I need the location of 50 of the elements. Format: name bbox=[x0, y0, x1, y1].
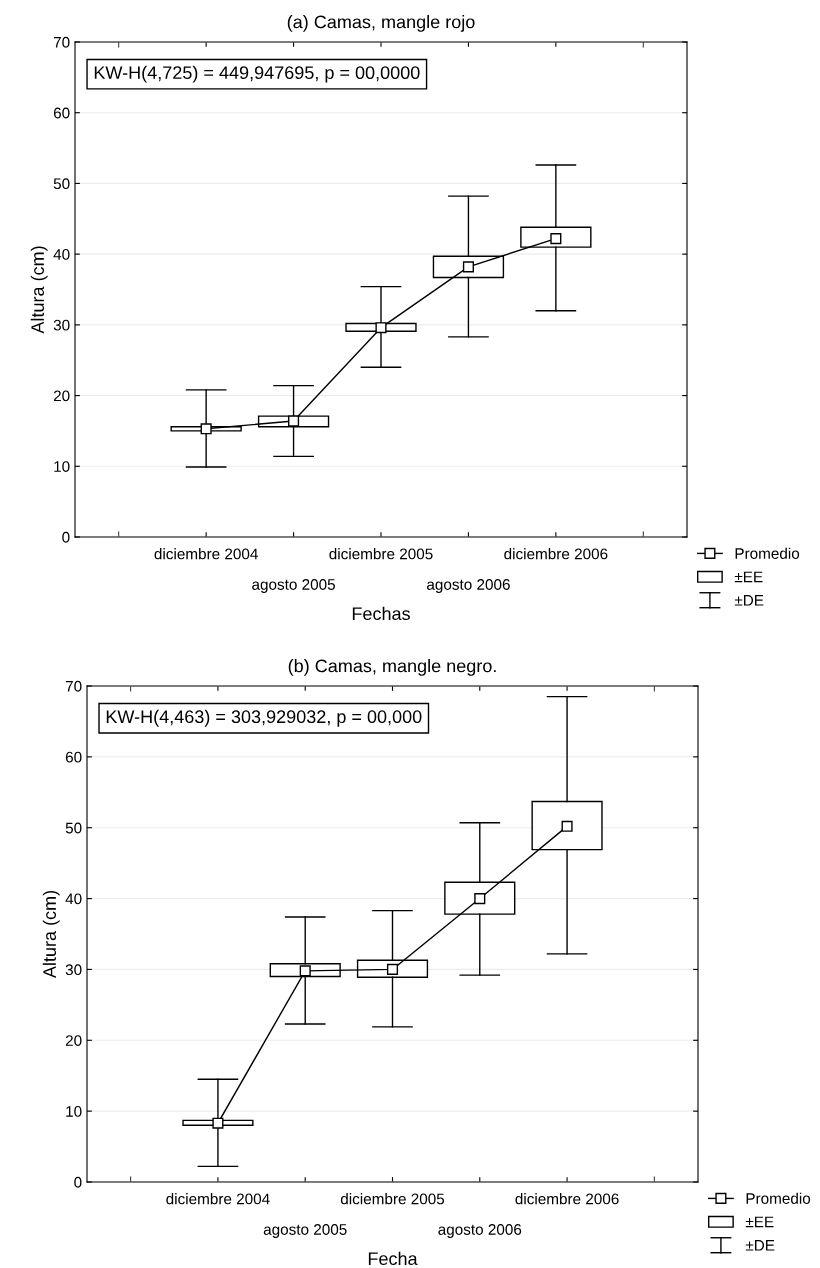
x-tick-label: diciembre 2006 bbox=[515, 1193, 619, 1205]
legend-label: Promedio bbox=[735, 547, 800, 559]
y-tick-label: 20 bbox=[65, 1035, 82, 1046]
x-tick-label: agosto 2006 bbox=[427, 579, 510, 593]
annotation: KW-H(4,463) = 303,929032, p = 00,000 bbox=[106, 709, 422, 727]
y-tick-label: 50 bbox=[53, 178, 70, 190]
point bbox=[200, 423, 212, 435]
y-tick-label: 70 bbox=[65, 680, 82, 692]
y-tick-label: 30 bbox=[65, 964, 82, 976]
x-tick-label: agosto 2005 bbox=[263, 1224, 347, 1238]
x-axis-title: Fecha bbox=[368, 1251, 418, 1266]
y-tick-label: 60 bbox=[53, 107, 70, 119]
y-tick-label: 0 bbox=[74, 1176, 82, 1188]
x-tick-label: diciembre 2005 bbox=[329, 548, 433, 560]
legend-label: ±EE bbox=[734, 571, 763, 583]
point bbox=[375, 322, 387, 334]
y-tick-label: 20 bbox=[53, 390, 70, 402]
text: ±DE bbox=[745, 1240, 775, 1251]
text: ±DE bbox=[734, 595, 764, 606]
y-axis-title: Altura (cm) bbox=[30, 246, 48, 334]
x-axis-title: Fechas bbox=[352, 606, 410, 621]
x-tick-label: diciembre 2004 bbox=[166, 1193, 270, 1205]
point bbox=[288, 415, 300, 427]
y-tick-label: 10 bbox=[54, 461, 70, 472]
x-tick-label: diciembre 2005 bbox=[340, 1193, 445, 1205]
y-tick-label: 50 bbox=[65, 822, 82, 834]
y-tick-label: 10 bbox=[66, 1106, 82, 1117]
y-axis-title: Altura (cm) bbox=[42, 890, 60, 979]
legend-label: Promedio bbox=[746, 1192, 811, 1204]
point bbox=[474, 893, 486, 905]
x-tick-label: agosto 2005 bbox=[252, 579, 335, 593]
y-tick-label: 60 bbox=[65, 751, 82, 763]
point bbox=[561, 820, 573, 832]
point bbox=[212, 1117, 224, 1129]
point bbox=[550, 233, 562, 245]
x-tick-label: agosto 2006 bbox=[438, 1224, 522, 1238]
y-tick-label: 40 bbox=[65, 893, 82, 905]
y-tick-label: 0 bbox=[62, 531, 70, 543]
point bbox=[386, 963, 399, 975]
x-tick-label: diciembre 2004 bbox=[154, 548, 258, 560]
y-tick-label: 30 bbox=[53, 319, 70, 331]
annotation: KW-H(4,725) = 449,947695, p = 00,0000 bbox=[94, 65, 420, 83]
y-tick-label: 70 bbox=[53, 36, 70, 48]
x-tick-label: diciembre 2006 bbox=[504, 548, 608, 560]
y-tick-label: 40 bbox=[53, 249, 70, 260]
chart-title: (b) Camas, mangle negro. bbox=[288, 659, 496, 676]
point bbox=[299, 965, 311, 977]
legend-label: ±EE bbox=[745, 1216, 774, 1228]
chart-title: (a) Camas, mangle rojo bbox=[287, 15, 475, 32]
point bbox=[462, 261, 474, 273]
